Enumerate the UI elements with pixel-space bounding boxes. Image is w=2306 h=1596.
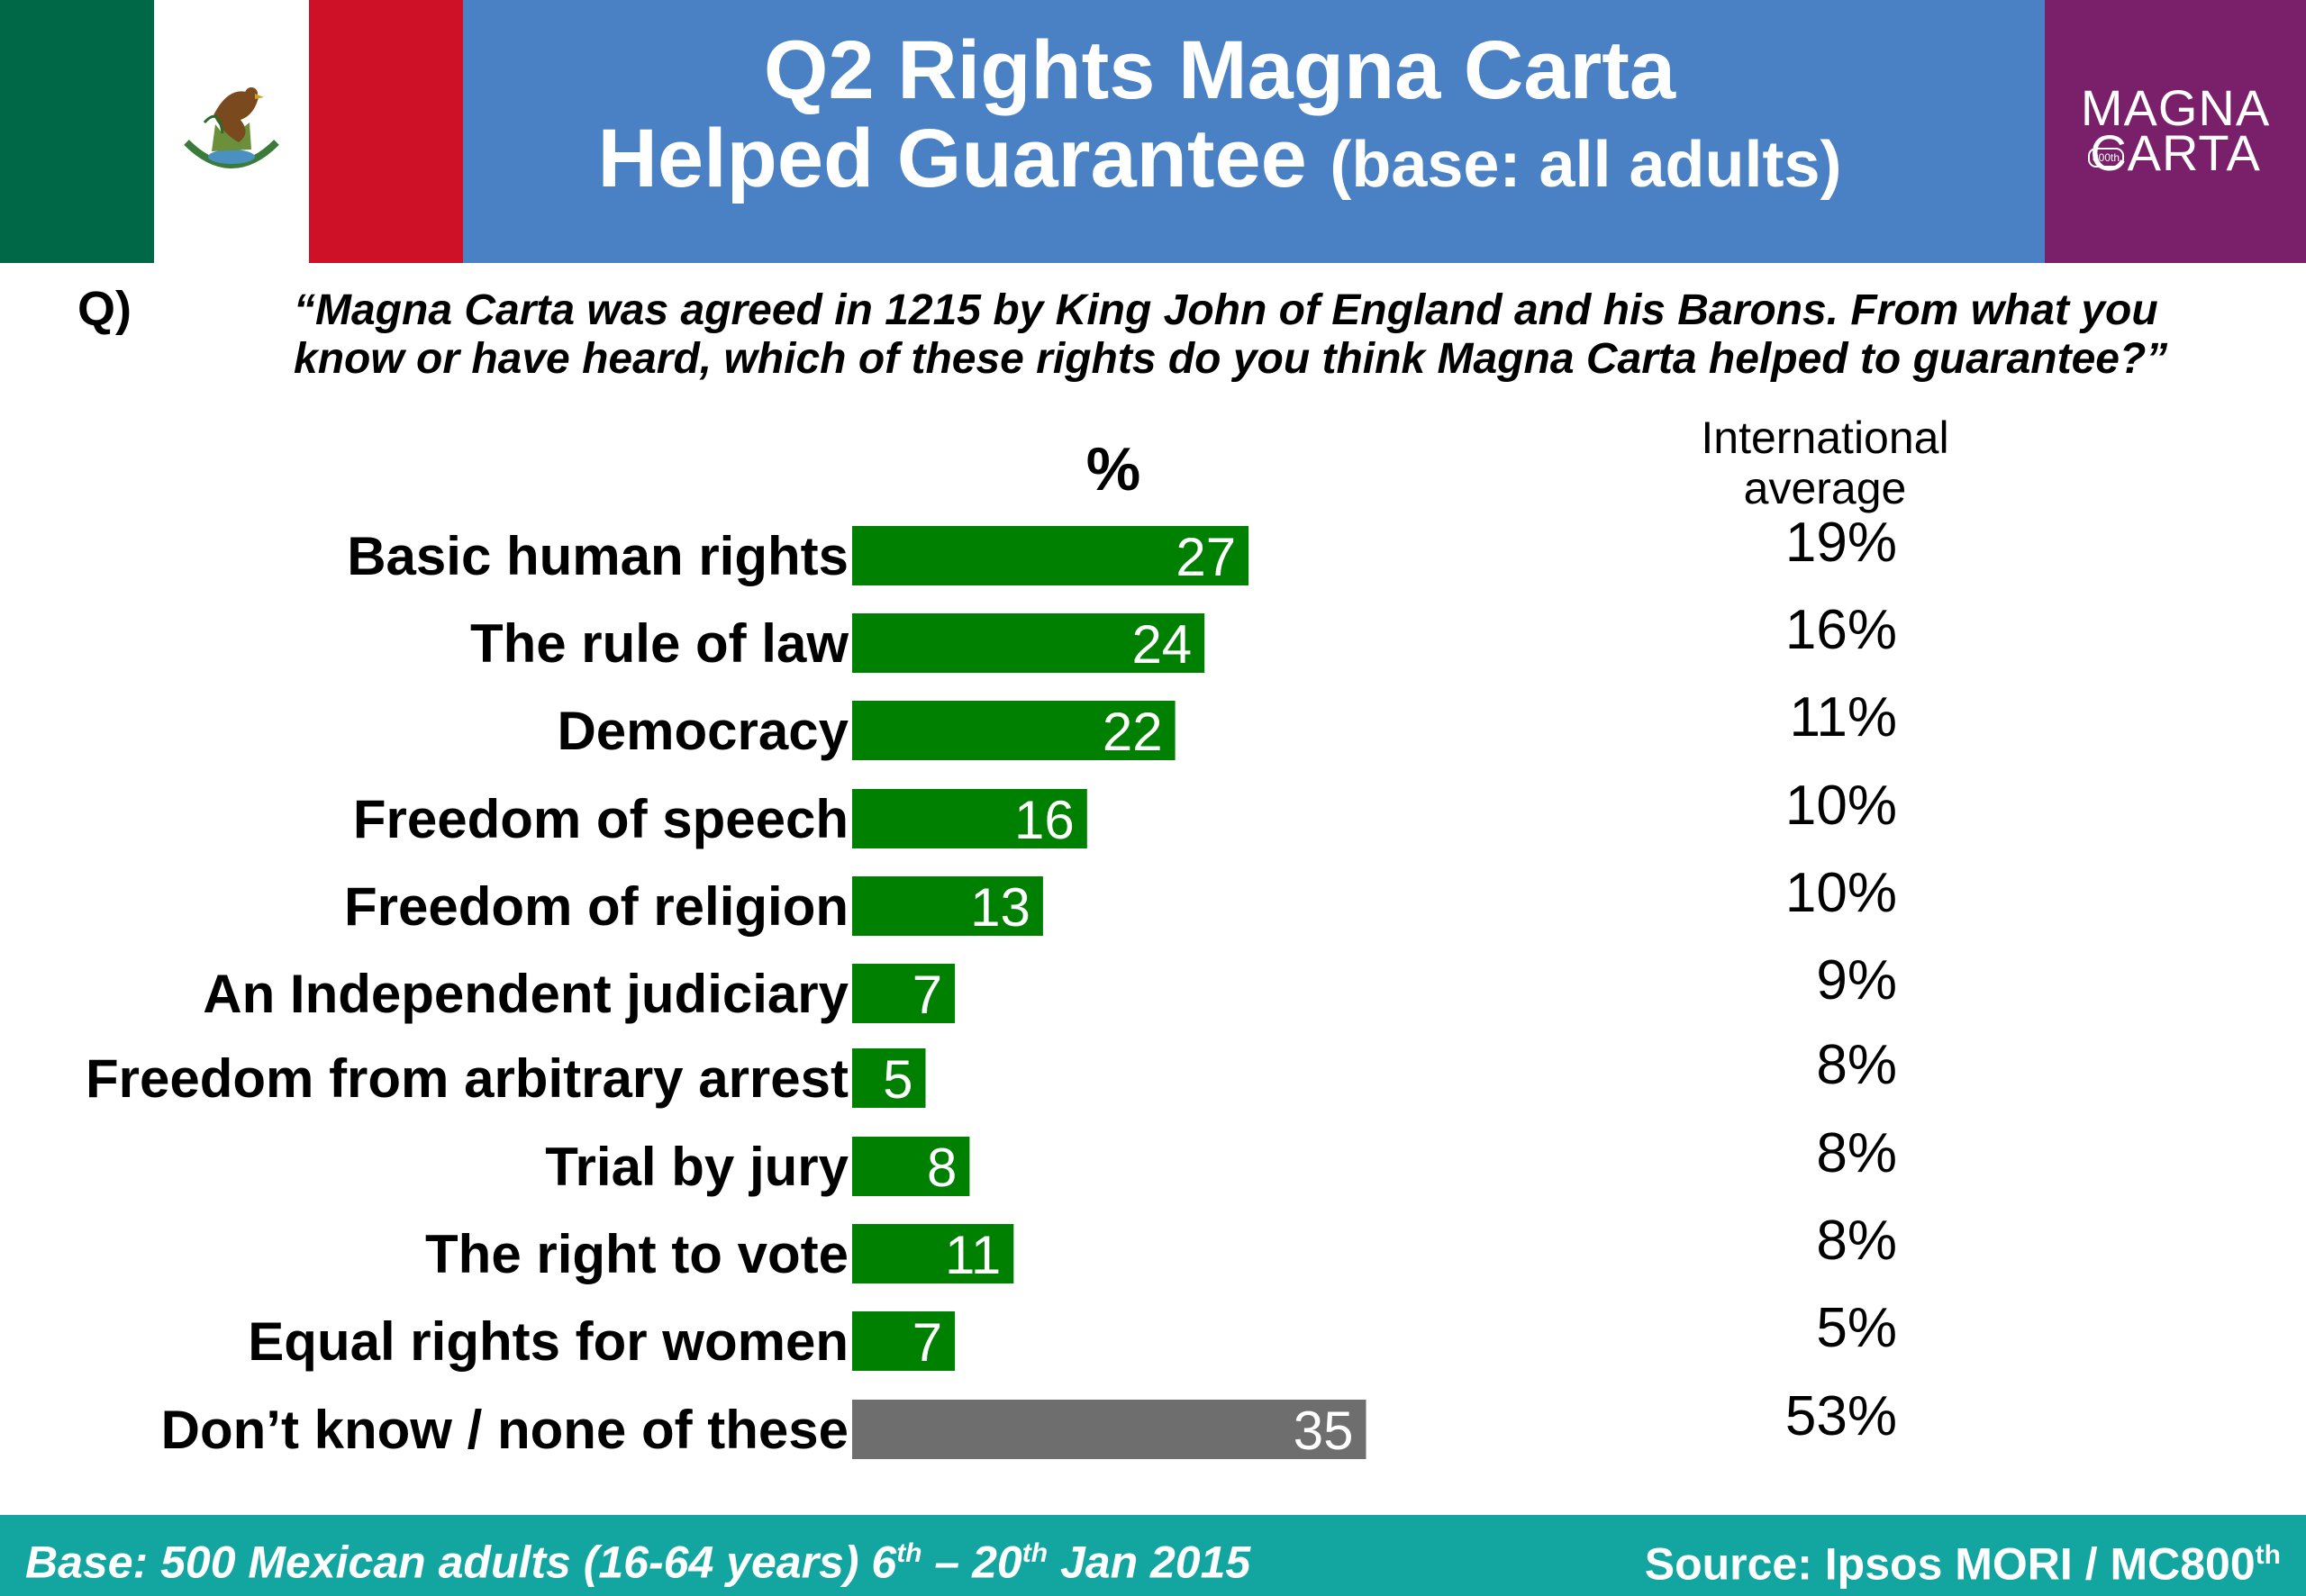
bar bbox=[852, 1137, 970, 1196]
international-average-value: 9% bbox=[1816, 949, 1897, 1011]
source-sup: th bbox=[2255, 1540, 2281, 1570]
bar bbox=[852, 789, 1087, 848]
source-text: Source: Ipsos MORI / MC800 bbox=[1644, 1538, 2256, 1590]
category-label: The right to vote bbox=[425, 1224, 849, 1284]
international-average-value: 11% bbox=[1790, 686, 1898, 748]
title-line-2: Helped Guarantee (base: all adults) bbox=[463, 113, 1976, 210]
eagle-emblem-icon bbox=[184, 87, 279, 168]
bar bbox=[852, 876, 1043, 936]
international-average-value: 10% bbox=[1785, 775, 1897, 837]
bar-value-label: 13 bbox=[970, 877, 1030, 938]
bar bbox=[852, 1224, 1014, 1283]
bar bbox=[852, 701, 1176, 760]
bar bbox=[852, 1400, 1366, 1459]
page-title: Q2 Rights Magna Carta Helped Guarantee (… bbox=[463, 0, 2045, 263]
bar bbox=[852, 1311, 956, 1371]
bar-value-label: 16 bbox=[1014, 790, 1075, 850]
international-average-header: International average bbox=[1645, 413, 2005, 513]
category-label: An Independent judiciary bbox=[203, 964, 849, 1024]
question-label: Q) bbox=[77, 282, 132, 336]
footer-bar: Base: 500 Mexican adults (16-64 years) 6… bbox=[0, 1515, 2306, 1596]
percent-column-header: % bbox=[1085, 435, 1141, 503]
bar-value-label: 22 bbox=[1103, 702, 1163, 762]
title-base-note: (base: all adults) bbox=[1330, 129, 1842, 201]
title-line-1: Q2 Rights Magna Carta bbox=[763, 24, 1676, 116]
bar bbox=[852, 526, 1249, 585]
base-sup-2: th bbox=[1021, 1538, 1049, 1568]
base-sup-1: th bbox=[896, 1538, 922, 1568]
international-average-value: 8% bbox=[1816, 1122, 1897, 1184]
intl-header-line-2: average bbox=[1743, 463, 1907, 513]
category-label: Freedom of speech bbox=[353, 789, 849, 849]
bar bbox=[852, 964, 956, 1023]
bar-value-label: 7 bbox=[912, 965, 942, 1025]
magna-carta-logo: MAGNA CARTA 800th bbox=[2045, 0, 2306, 263]
bar bbox=[852, 1048, 926, 1108]
category-label: Freedom from arbitrary arrest bbox=[86, 1048, 849, 1109]
category-label: Trial by jury bbox=[545, 1137, 849, 1197]
bar-value-label: 7 bbox=[912, 1312, 942, 1373]
bar-value-label: 35 bbox=[1294, 1401, 1354, 1461]
international-average-value: 8% bbox=[1816, 1034, 1897, 1096]
international-average-value: 5% bbox=[1816, 1297, 1897, 1359]
header-banner: Q2 Rights Magna Carta Helped Guarantee (… bbox=[0, 0, 2306, 263]
bar bbox=[852, 613, 1205, 673]
title-main: Helped Guarantee bbox=[597, 113, 1307, 204]
bar-value-label: 27 bbox=[1176, 527, 1236, 587]
footer-base-note: Base: 500 Mexican adults (16-64 years) 6… bbox=[25, 1524, 1250, 1592]
category-label: Basic human rights bbox=[347, 526, 849, 586]
bar-value-label: 8 bbox=[927, 1138, 957, 1198]
bar-value-label: 5 bbox=[883, 1049, 912, 1110]
base-text-2: – 20 bbox=[921, 1537, 1022, 1588]
intl-header-line-1: International bbox=[1701, 413, 1949, 463]
category-label: The rule of law bbox=[470, 613, 849, 674]
mexico-flag-icon bbox=[0, 0, 463, 263]
bar-value-label: 24 bbox=[1131, 614, 1192, 675]
category-label: Equal rights for women bbox=[248, 1311, 849, 1372]
category-label: Freedom of religion bbox=[344, 876, 849, 937]
base-text-3: Jan 2015 bbox=[1048, 1537, 1251, 1588]
international-average-value: 8% bbox=[1816, 1210, 1897, 1272]
flag-red-stripe bbox=[309, 0, 463, 263]
flag-green-stripe bbox=[0, 0, 154, 263]
bar-chart: Basic human rights 27 19% The rule of law 24… bbox=[86, 512, 1898, 1461]
international-average-value: 16% bbox=[1785, 599, 1897, 661]
logo-line-1: MAGNA bbox=[2080, 79, 2271, 136]
international-average-value: 19% bbox=[1785, 512, 1897, 574]
footer-source: Source: Ipsos MORI / MC800th bbox=[1645, 1526, 2281, 1594]
international-average-value: 53% bbox=[1785, 1385, 1897, 1447]
logo-800th-badge: 800th bbox=[2088, 148, 2124, 168]
bar-value-label: 11 bbox=[945, 1225, 1001, 1285]
question-text: “Magna Carta was agreed in 1215 by King … bbox=[294, 286, 2168, 383]
international-average-value: 10% bbox=[1785, 862, 1897, 924]
category-label: Democracy bbox=[557, 701, 849, 761]
category-label: Don’t know / none of these bbox=[161, 1400, 849, 1460]
base-text-1: Base: 500 Mexican adults (16-64 years) 6 bbox=[25, 1537, 897, 1588]
